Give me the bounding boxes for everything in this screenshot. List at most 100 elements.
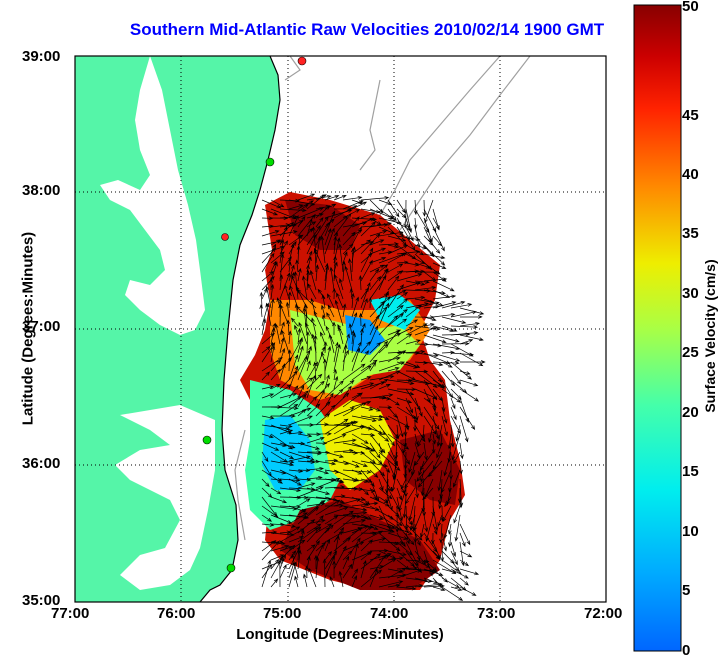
velocity-arrow: [261, 199, 282, 209]
velocity-arrow: [459, 406, 476, 431]
velocity-arrow: [288, 514, 310, 520]
velocity-arrow: [324, 228, 332, 246]
velocity-arrow: [342, 231, 356, 246]
velocity-arrow: [270, 554, 285, 561]
velocity-arrow: [387, 275, 400, 291]
velocity-arrow: [351, 575, 357, 588]
y-tick-label: 39:00: [22, 48, 61, 65]
velocity-arrow: [350, 247, 355, 273]
velocity-arrow: [270, 216, 289, 221]
velocity-arrow: [324, 345, 332, 372]
velocity-arrow: [324, 194, 340, 201]
velocity-arrow: [333, 388, 344, 399]
velocity-arrow: [368, 297, 373, 309]
velocity-arrow: [392, 460, 398, 480]
velocity-arrow: [396, 496, 404, 522]
velocity-arrow: [279, 226, 288, 246]
velocity-arrow: [396, 523, 415, 546]
velocity-arrow: [270, 239, 281, 246]
velocity-arrow: [414, 285, 437, 291]
velocity-arrow: [350, 292, 355, 309]
velocity-arrow: [432, 280, 455, 292]
velocity-arrow: [387, 541, 400, 546]
velocity-arrow: [378, 550, 397, 559]
velocity-arrow: [457, 487, 462, 504]
velocity-arrow: [351, 537, 361, 552]
y-tick-label: 37:00: [22, 318, 61, 335]
velocity-arrow: [261, 415, 275, 420]
velocity-arrow: [432, 352, 461, 362]
velocity-arrow: [441, 586, 464, 601]
velocity-arrow: [338, 570, 344, 588]
velocity-arrow: [333, 510, 354, 525]
velocity-arrow: [459, 379, 479, 387]
velocity-arrow: [396, 260, 409, 265]
velocity-arrow: [333, 407, 355, 417]
colorbar-tick: 45: [682, 107, 699, 124]
velocity-arrow: [342, 555, 350, 570]
velocity-arrow: [321, 304, 326, 318]
velocity-arrow: [459, 550, 473, 558]
velocity-arrow: [387, 532, 409, 540]
velocity-arrow: [288, 330, 292, 345]
velocity-arrow: [351, 543, 359, 570]
velocity-arrow: [317, 288, 326, 300]
velocity-arrow: [279, 528, 305, 543]
velocity-arrow: [369, 496, 391, 507]
velocity-arrow: [261, 346, 271, 354]
velocity-arrow: [405, 304, 423, 318]
velocity-arrow: [403, 424, 408, 437]
velocity-arrow: [306, 487, 331, 495]
velocity-arrow: [342, 200, 364, 210]
velocity-arrow: [290, 317, 299, 327]
velocity-arrow: [265, 285, 272, 309]
velocity-arrow: [378, 230, 404, 237]
velocity-arrow: [333, 438, 357, 444]
velocity-arrow: [423, 388, 431, 403]
velocity-arrow: [360, 223, 389, 228]
velocity-arrow: [294, 575, 299, 588]
velocity-arrow: [369, 199, 384, 214]
velocity-arrow: [450, 361, 472, 380]
velocity-arrow: [451, 433, 461, 461]
velocity-arrow: [279, 321, 285, 336]
velocity-arrow: [333, 478, 345, 483]
velocity-arrow: [369, 325, 379, 345]
velocity-arrow: [261, 433, 274, 439]
velocity-arrow: [414, 352, 439, 358]
velocity-arrow: [342, 402, 367, 417]
velocity-arrow: [315, 235, 322, 264]
velocity-arrow: [414, 582, 443, 588]
velocity-arrow: [261, 230, 280, 237]
velocity-arrow: [284, 284, 290, 300]
velocity-arrow: [450, 370, 462, 385]
velocity-arrow: [441, 325, 458, 332]
velocity-arrow: [279, 304, 290, 327]
velocity-arrow: [378, 433, 390, 442]
velocity-arrow: [378, 580, 404, 588]
velocity-arrow: [288, 243, 295, 264]
velocity-arrow: [333, 535, 340, 561]
velocity-arrow: [423, 253, 446, 260]
velocity-arrow: [360, 282, 371, 309]
velocity-arrow: [369, 221, 393, 228]
velocity-arrow: [315, 469, 330, 475]
velocity-arrow: [349, 288, 354, 300]
velocity-arrow: [324, 210, 336, 237]
velocity-arrow: [423, 352, 451, 364]
velocity-arrow: [297, 508, 307, 516]
velocity-arrow: [342, 303, 347, 318]
velocity-arrow: [360, 530, 384, 543]
velocity-arrow: [297, 468, 311, 473]
velocity-arrow: [270, 283, 275, 300]
y-tick-label: 35:00: [22, 592, 61, 609]
velocity-arrow: [450, 550, 458, 566]
velocity-arrow: [333, 514, 357, 534]
velocity-arrow: [441, 568, 457, 574]
velocity-arrow: [413, 217, 418, 230]
velocity-arrow: [378, 264, 389, 273]
velocity-arrow: [261, 371, 271, 381]
velocity-arrow: [423, 343, 443, 348]
velocity-arrow: [306, 270, 311, 291]
velocity-arrow: [360, 297, 368, 318]
